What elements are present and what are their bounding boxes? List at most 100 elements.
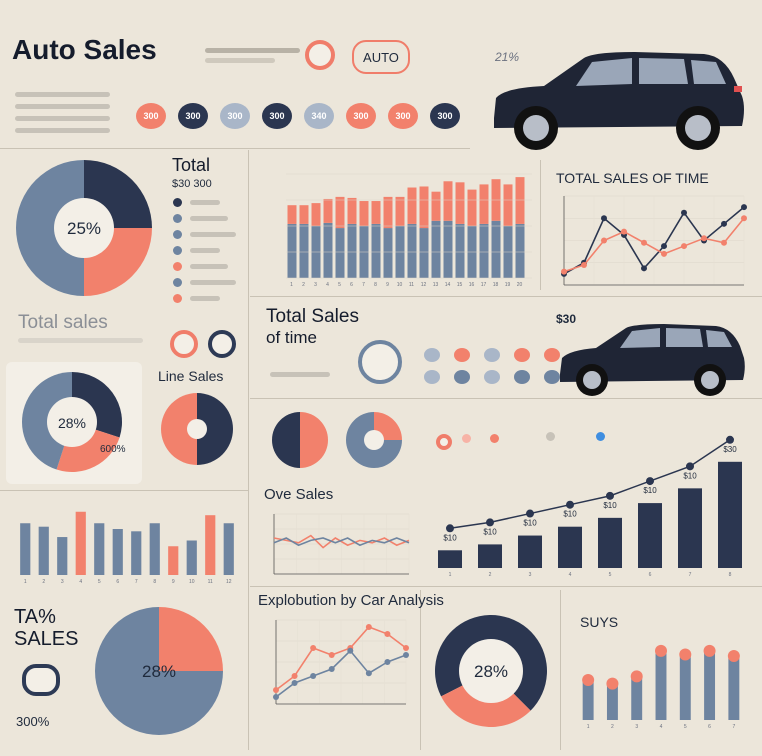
- bar: [407, 187, 417, 224]
- stat-chip: 300: [178, 103, 208, 129]
- bar: [371, 223, 381, 278]
- data-point: [365, 624, 372, 630]
- tick-label: 2: [489, 572, 492, 578]
- data-point: [273, 694, 279, 700]
- car-icon: [494, 52, 744, 150]
- pie-slice: [272, 412, 300, 468]
- bar: [323, 198, 333, 223]
- bar: [383, 228, 393, 278]
- divider: [250, 398, 762, 399]
- tick-label: 7: [689, 572, 692, 578]
- tick-label: 5: [338, 282, 341, 288]
- sales-time-line1: Total Sales: [266, 306, 359, 327]
- pie-center-label: 28%: [142, 662, 176, 681]
- legend-line: [15, 104, 110, 109]
- series-line: [275, 649, 407, 698]
- tick-label: 8: [153, 579, 156, 585]
- data-point: [741, 204, 747, 211]
- bar: [131, 531, 142, 575]
- trend-point: [606, 491, 614, 500]
- toggle-icon[interactable]: [22, 664, 60, 696]
- data-point: [291, 673, 298, 679]
- auto-pill-button[interactable]: AUTO: [352, 40, 410, 74]
- tick-label: 3: [61, 579, 64, 585]
- legend-line: [190, 232, 236, 237]
- trend-point: [486, 518, 494, 527]
- page-title: Auto Sales: [12, 34, 157, 65]
- series-line: [275, 626, 407, 691]
- bar: [518, 535, 542, 568]
- divider: [0, 490, 248, 491]
- bar: [335, 228, 345, 278]
- stat-chip: 300: [430, 103, 460, 129]
- pie-slice: [159, 607, 223, 671]
- legend-dot: [173, 294, 182, 303]
- pie-slice: [95, 607, 223, 735]
- legend-dot: [173, 262, 182, 271]
- bar: [558, 526, 582, 568]
- data-point: [741, 215, 747, 222]
- bar: [503, 184, 513, 226]
- data-point: [310, 645, 317, 651]
- bar: [598, 517, 622, 568]
- bar: [443, 220, 453, 278]
- car-icon: [560, 324, 745, 396]
- donut-icon[interactable]: [208, 330, 236, 358]
- data-point: [641, 239, 647, 246]
- data-label: $10: [523, 519, 537, 528]
- data-label: $10: [643, 486, 657, 495]
- ove-sales-heading: Ove Sales: [264, 486, 334, 503]
- total-time-heading: TOTAL SALES OF TIME: [556, 170, 709, 186]
- legend-line: [190, 280, 236, 285]
- divider: [540, 160, 541, 290]
- toggle-icon[interactable]: [305, 40, 335, 70]
- data-label: $30: [723, 445, 737, 454]
- tick-label: 13: [433, 282, 439, 288]
- bar: [606, 683, 618, 720]
- ta-sales-line1: TA%: [14, 606, 56, 628]
- bar: [631, 676, 643, 720]
- exploration-line-chart: [273, 619, 409, 705]
- small-pie-chart: [346, 412, 402, 468]
- bar: [638, 503, 662, 568]
- tick-label: 4: [79, 579, 82, 585]
- tick-label: 4: [569, 572, 572, 578]
- mini-chip: [454, 348, 470, 362]
- data-point: [681, 209, 687, 216]
- bar: [679, 654, 691, 720]
- legend-dot: [173, 246, 182, 255]
- mini-chip: [514, 348, 530, 362]
- tick-label: 3: [529, 572, 532, 578]
- tick-label: 1: [290, 282, 293, 288]
- line-sales-heading: Line Sales: [158, 368, 224, 384]
- tick-label: 6: [350, 282, 353, 288]
- bar: [704, 650, 716, 720]
- trend-point: [566, 500, 574, 509]
- stat-chip: 300: [388, 103, 418, 129]
- bar-marker: [582, 674, 595, 686]
- tick-label: 9: [172, 579, 175, 585]
- donut-icon[interactable]: [170, 330, 198, 358]
- divider: [250, 586, 762, 587]
- tick-label: 20: [517, 282, 523, 288]
- trend-point: [526, 509, 534, 518]
- toggle-icon[interactable]: [358, 340, 402, 384]
- stat-chip: 300: [220, 103, 250, 129]
- data-point: [403, 652, 409, 658]
- dot-icon: [596, 432, 605, 441]
- line-sales-pie-chart: 28%: [22, 372, 122, 472]
- data-point: [310, 673, 317, 679]
- bar: [467, 189, 477, 226]
- series-line: [273, 537, 410, 547]
- bar: [299, 223, 309, 278]
- bar-marker: [606, 677, 619, 690]
- mini-chip: [454, 370, 470, 384]
- mini-chip: [514, 370, 530, 384]
- bar-marker: [679, 648, 692, 661]
- data-point: [384, 659, 391, 665]
- tick-label: 5: [98, 579, 101, 585]
- legend-line: [190, 216, 228, 221]
- pie-hole: [459, 639, 523, 703]
- data-point: [347, 647, 354, 654]
- bar: [678, 488, 702, 568]
